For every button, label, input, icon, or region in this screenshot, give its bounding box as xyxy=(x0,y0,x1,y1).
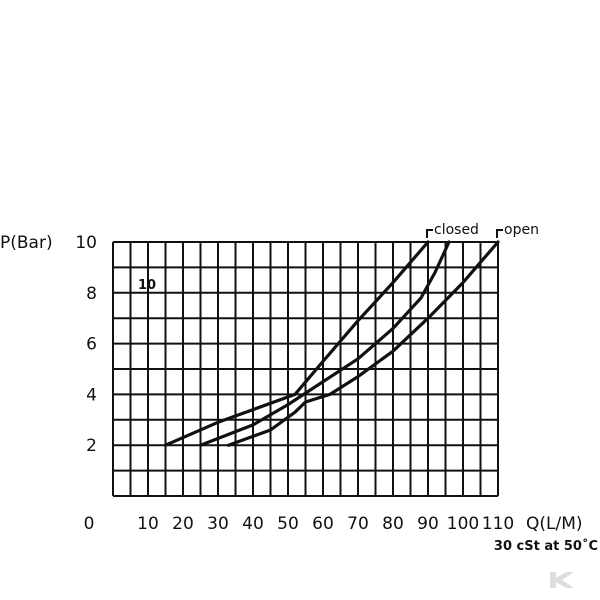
y-tick-label: 8 xyxy=(86,284,97,304)
x-axis-label: Q(L/M) xyxy=(526,514,583,534)
x-tick-labels: 10 20 30 40 50 60 70 80 90 100 110 xyxy=(137,514,514,534)
y-tick-label: 2 xyxy=(86,436,97,456)
x-tick-label: 70 xyxy=(347,514,369,534)
series-line-2 xyxy=(198,240,451,447)
annotation-closed: closed xyxy=(426,222,479,238)
annotation-label: closed xyxy=(434,222,479,238)
size-label: 10 xyxy=(138,278,156,293)
x-tick-label: 80 xyxy=(382,514,404,534)
origin-label: 0 xyxy=(84,514,95,534)
x-tick-label: 60 xyxy=(312,514,334,534)
x-tick-label: 90 xyxy=(417,514,439,534)
annotation-open: open xyxy=(496,222,539,238)
annotation-bracket xyxy=(426,229,433,238)
y-axis-label: P(Bar) xyxy=(0,233,53,253)
plot-grid xyxy=(112,241,499,497)
y-tick-labels: 2 4 6 8 10 xyxy=(75,233,97,456)
y-tick-label: 10 xyxy=(75,233,97,253)
y-tick-label: 6 xyxy=(86,335,97,355)
annotation-label: open xyxy=(504,222,539,238)
x-tick-label: 10 xyxy=(137,514,159,534)
annotation-bracket xyxy=(496,229,503,238)
x-tick-label: 110 xyxy=(482,514,514,534)
condition-label: 30 cSt at 50˚C xyxy=(494,538,598,554)
series-line-3 xyxy=(226,240,500,447)
series-group xyxy=(163,240,500,447)
brand-logo-icon xyxy=(550,572,574,588)
y-tick-label: 4 xyxy=(86,385,97,405)
x-tick-label: 40 xyxy=(242,514,264,534)
x-tick-label: 50 xyxy=(277,514,299,534)
series-line-1 xyxy=(163,240,430,447)
curve-annotations: closed open xyxy=(426,222,539,238)
x-tick-label: 20 xyxy=(172,514,194,534)
x-tick-label: 30 xyxy=(207,514,229,534)
x-tick-label: 100 xyxy=(447,514,479,534)
